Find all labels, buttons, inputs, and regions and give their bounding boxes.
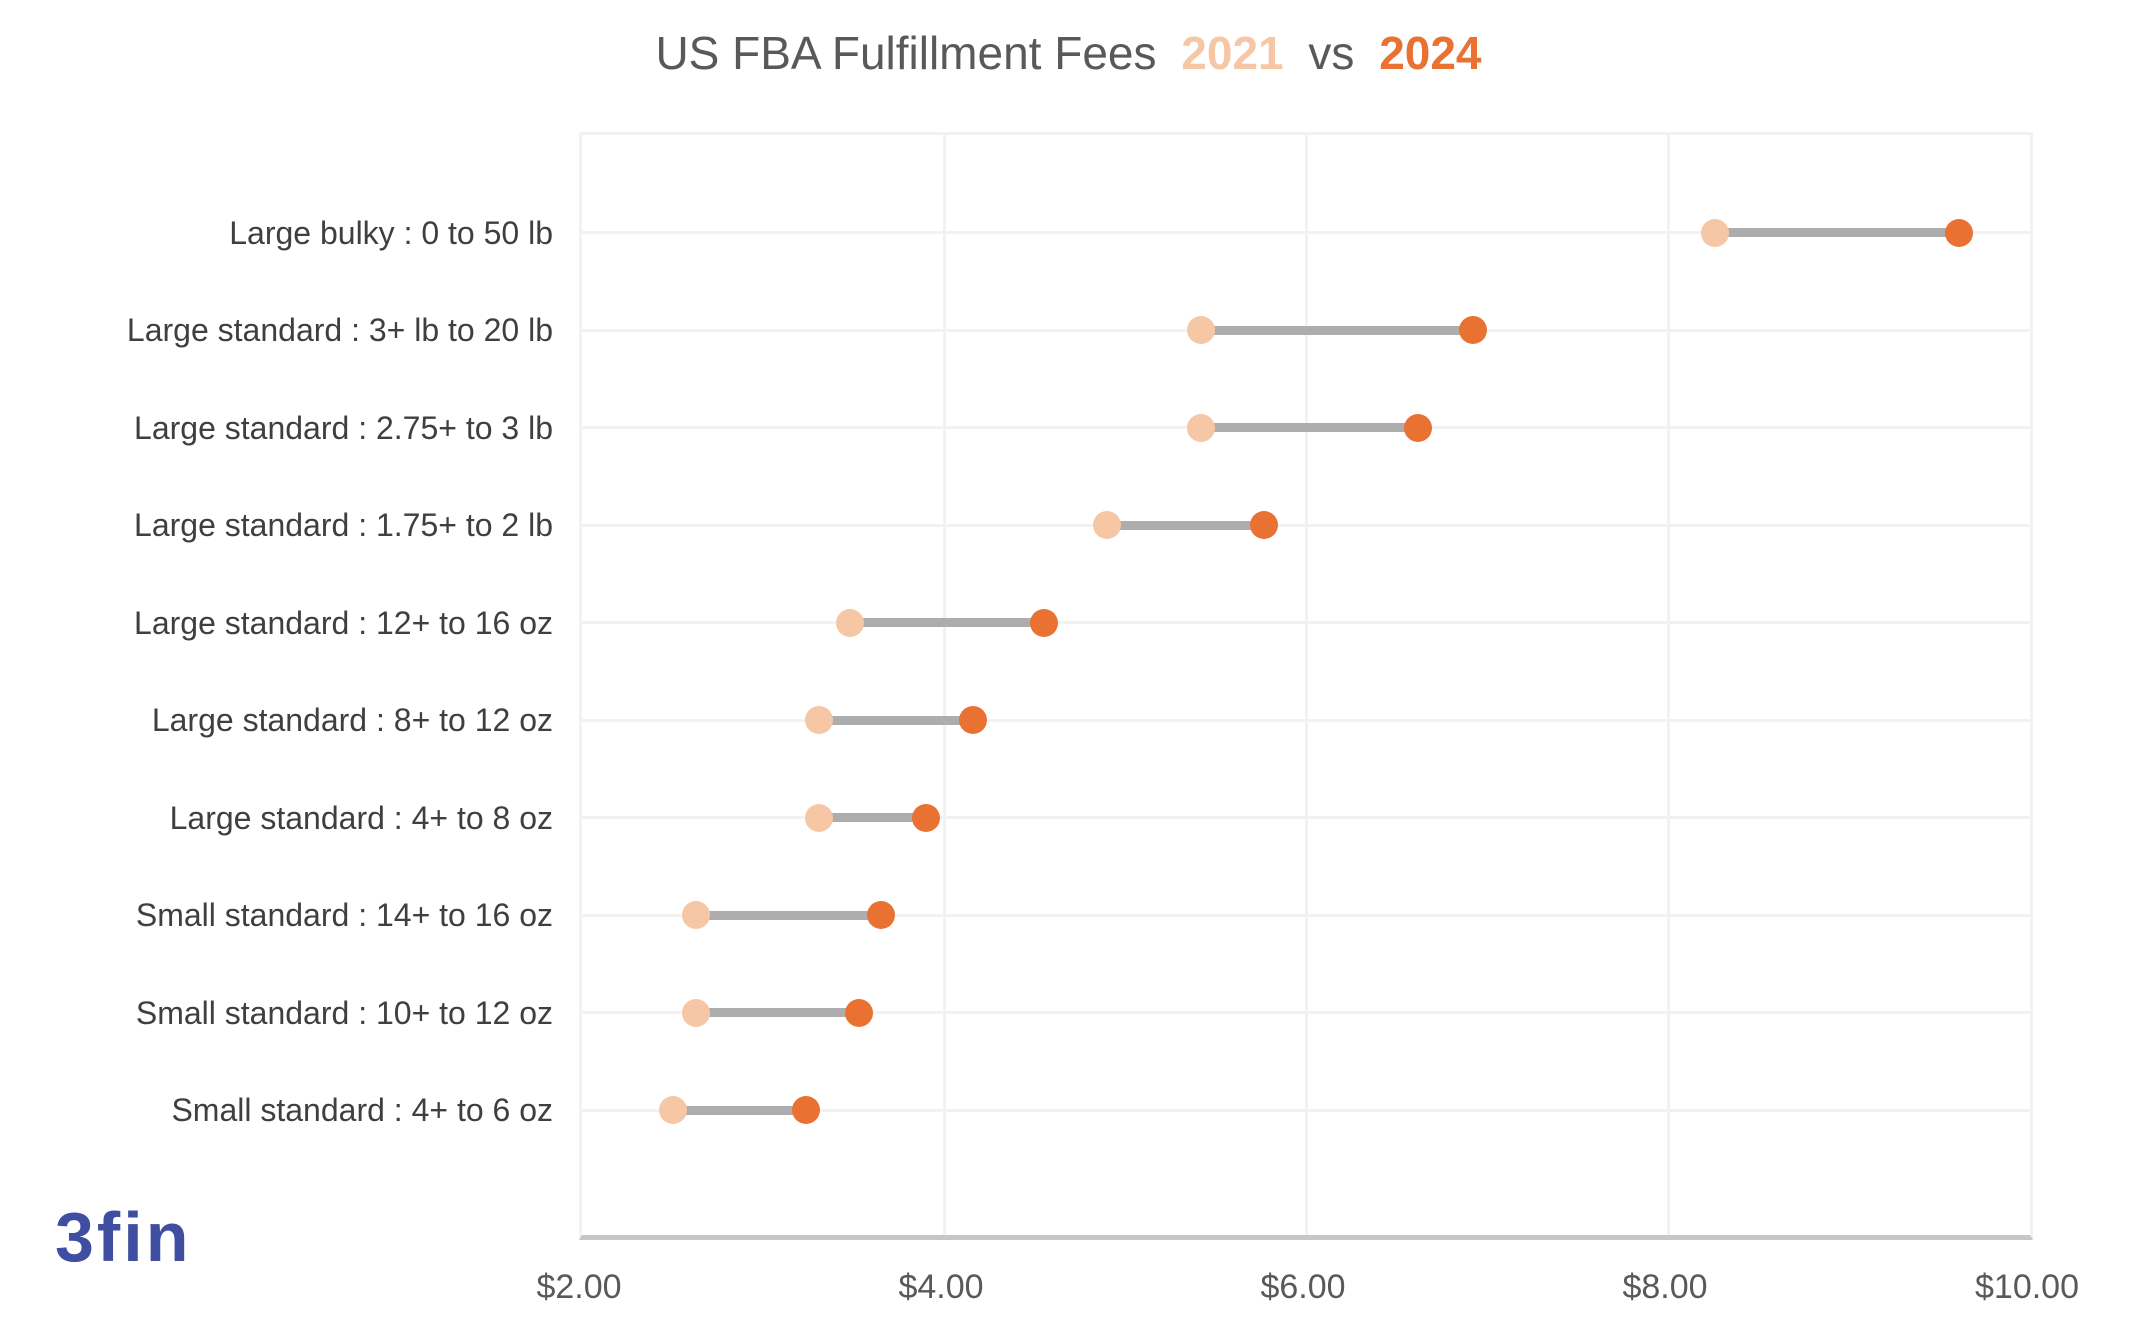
dot-2021-row-3 bbox=[1187, 413, 1216, 442]
category-axis: Large bulky : 0 to 50 lb Large standard :… bbox=[0, 132, 553, 1240]
category-label: Large standard : 8+ to 12 oz bbox=[151, 702, 553, 738]
dot-2024-row-3 bbox=[1404, 413, 1433, 442]
connector-4 bbox=[1106, 520, 1265, 530]
vertical-gridline bbox=[1666, 135, 1670, 1235]
category-label: Large standard : 3+ lb to 20 lb bbox=[126, 312, 553, 348]
dot-2021-row-1 bbox=[1701, 218, 1730, 247]
dot-2024-row-10 bbox=[792, 1096, 821, 1124]
chart-title: US FBA Fulfillment Fees 2021 vs 2024 bbox=[0, 26, 2137, 80]
connector-3 bbox=[1201, 423, 1419, 432]
dot-2021-row-10 bbox=[658, 1096, 687, 1124]
plot-area bbox=[579, 132, 2033, 1240]
horizontal-gridline bbox=[582, 523, 2030, 527]
connector-6 bbox=[819, 715, 973, 725]
dot-2024-row-7 bbox=[911, 803, 940, 832]
x-tick-label: $2.00 bbox=[536, 1268, 622, 1306]
horizontal-gridline bbox=[582, 816, 2030, 819]
horizontal-gridline bbox=[582, 1011, 2030, 1014]
category-label: Large standard : 12+ to 16 oz bbox=[134, 604, 553, 641]
dot-2021-row-2 bbox=[1187, 316, 1216, 344]
dot-2021-row-4 bbox=[1092, 511, 1121, 539]
chart-title-separator: vs bbox=[1308, 27, 1355, 79]
horizontal-gridline bbox=[582, 621, 2030, 624]
vertical-gridline bbox=[1304, 135, 1308, 1235]
dot-2021-row-5 bbox=[835, 608, 864, 637]
horizontal-gridline bbox=[582, 718, 2030, 722]
category-label: Large standard : 2.75+ to 3 lb bbox=[134, 409, 553, 446]
dot-2021-row-6 bbox=[805, 706, 834, 734]
x-tick-label: $4.00 bbox=[898, 1268, 984, 1306]
connector-9 bbox=[696, 1008, 859, 1017]
dot-2024-row-8 bbox=[866, 901, 895, 929]
category-label: Large bulky : 0 to 50 lb bbox=[229, 214, 553, 251]
dot-2021-row-7 bbox=[805, 803, 834, 832]
chart-title-main: US FBA Fulfillment Fees bbox=[655, 27, 1157, 79]
category-label: Small standard : 14+ to 16 oz bbox=[135, 897, 553, 933]
connector-5 bbox=[849, 618, 1044, 627]
horizontal-gridline bbox=[582, 913, 2030, 917]
category-label: Large standard : 1.75+ to 2 lb bbox=[134, 507, 553, 543]
connector-2 bbox=[1201, 325, 1473, 335]
dot-2021-row-8 bbox=[682, 901, 711, 929]
x-tick-label: $6.00 bbox=[1260, 1268, 1346, 1306]
logo-3fin: 3fin bbox=[55, 1198, 192, 1276]
chart-title-year-2024: 2024 bbox=[1379, 27, 1482, 79]
x-tick-label: $8.00 bbox=[1622, 1268, 1708, 1306]
connector-8 bbox=[696, 910, 881, 920]
category-label: Large standard : 4+ to 8 oz bbox=[169, 799, 553, 836]
dot-2021-row-9 bbox=[682, 998, 711, 1027]
connector-10 bbox=[672, 1105, 807, 1115]
horizontal-gridline bbox=[582, 1108, 2030, 1112]
connector-1 bbox=[1715, 228, 1960, 237]
connector-7 bbox=[819, 813, 926, 822]
dot-2024-row-1 bbox=[1945, 218, 1974, 247]
category-label: Small standard : 10+ to 12 oz bbox=[135, 994, 553, 1031]
dot-2024-row-2 bbox=[1458, 316, 1487, 344]
category-label: Small standard : 4+ to 6 oz bbox=[171, 1092, 553, 1128]
chart-title-year-2021: 2021 bbox=[1181, 27, 1284, 79]
dot-2024-row-6 bbox=[958, 706, 987, 734]
dot-2024-row-9 bbox=[844, 998, 873, 1027]
dot-2024-row-5 bbox=[1029, 608, 1058, 637]
dot-2024-row-4 bbox=[1250, 511, 1279, 539]
vertical-gridline bbox=[942, 135, 946, 1235]
horizontal-gridline bbox=[582, 231, 2030, 234]
x-tick-label: $10.00 bbox=[1975, 1268, 2079, 1306]
